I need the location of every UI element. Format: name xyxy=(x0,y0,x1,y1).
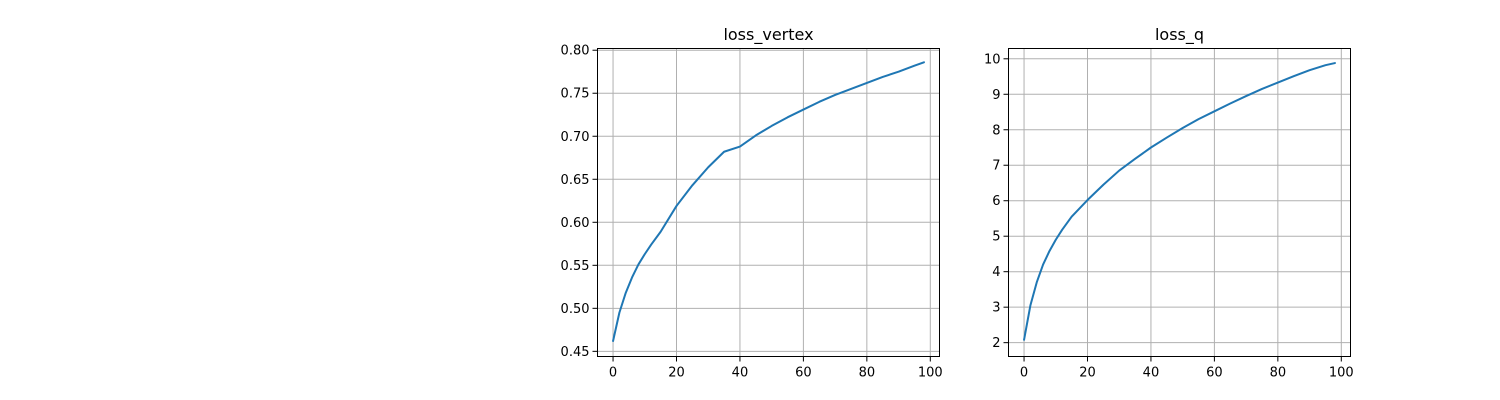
chart-loss-q: loss_q 0 20 40 60 80 100 2 3 4 5 6 7 8 9 10 xyxy=(984,25,1354,381)
chart-title: loss_q xyxy=(1155,25,1204,45)
chart-loss-vertex: loss_vertex 0 20 40 60 80 100 0.45 0.50 0.55 0.60… xyxy=(561,25,943,381)
y-tick-label: 0.75 xyxy=(561,87,590,102)
y-tick-label: 9 xyxy=(992,88,1000,103)
x-tick-label: 40 xyxy=(732,366,749,381)
x-tick-label: 60 xyxy=(795,366,812,381)
y-tick-label: 5 xyxy=(992,230,1000,245)
x-tick-label: 80 xyxy=(859,366,876,381)
y-tick-label: 7 xyxy=(992,159,1000,174)
y-tick-label: 0.55 xyxy=(561,259,590,274)
y-tick-label: 2 xyxy=(992,336,1000,351)
y-tick-label: 6 xyxy=(992,194,1000,209)
x-tick-label: 40 xyxy=(1143,366,1160,381)
axes-frame xyxy=(1008,48,1351,357)
y-tick-label: 0.45 xyxy=(561,345,590,360)
x-tick-label: 100 xyxy=(1329,366,1354,381)
chart-title: loss_vertex xyxy=(723,25,813,45)
y-tick-label: 0.50 xyxy=(561,302,590,317)
y-tick-label: 0.70 xyxy=(561,130,590,145)
y-tick-label: 3 xyxy=(992,301,1000,316)
y-tick-label: 0.65 xyxy=(561,173,590,188)
x-tick-label: 100 xyxy=(918,366,943,381)
x-tick-label: 20 xyxy=(1079,366,1096,381)
x-tick-label: 80 xyxy=(1270,366,1287,381)
y-tick-label: 8 xyxy=(992,123,1000,138)
x-tick-label: 0 xyxy=(609,366,617,381)
axes-frame xyxy=(597,48,940,357)
x-tick-label: 20 xyxy=(668,366,685,381)
y-tick-label: 4 xyxy=(992,265,1000,280)
series-line xyxy=(612,61,925,343)
x-tick-label: 60 xyxy=(1206,366,1223,381)
y-tick-label: 10 xyxy=(984,52,1001,67)
x-tick-label: 0 xyxy=(1020,366,1028,381)
series-line xyxy=(1023,62,1336,341)
y-tick-label: 0.80 xyxy=(561,44,590,59)
y-tick-label: 0.60 xyxy=(561,216,590,231)
